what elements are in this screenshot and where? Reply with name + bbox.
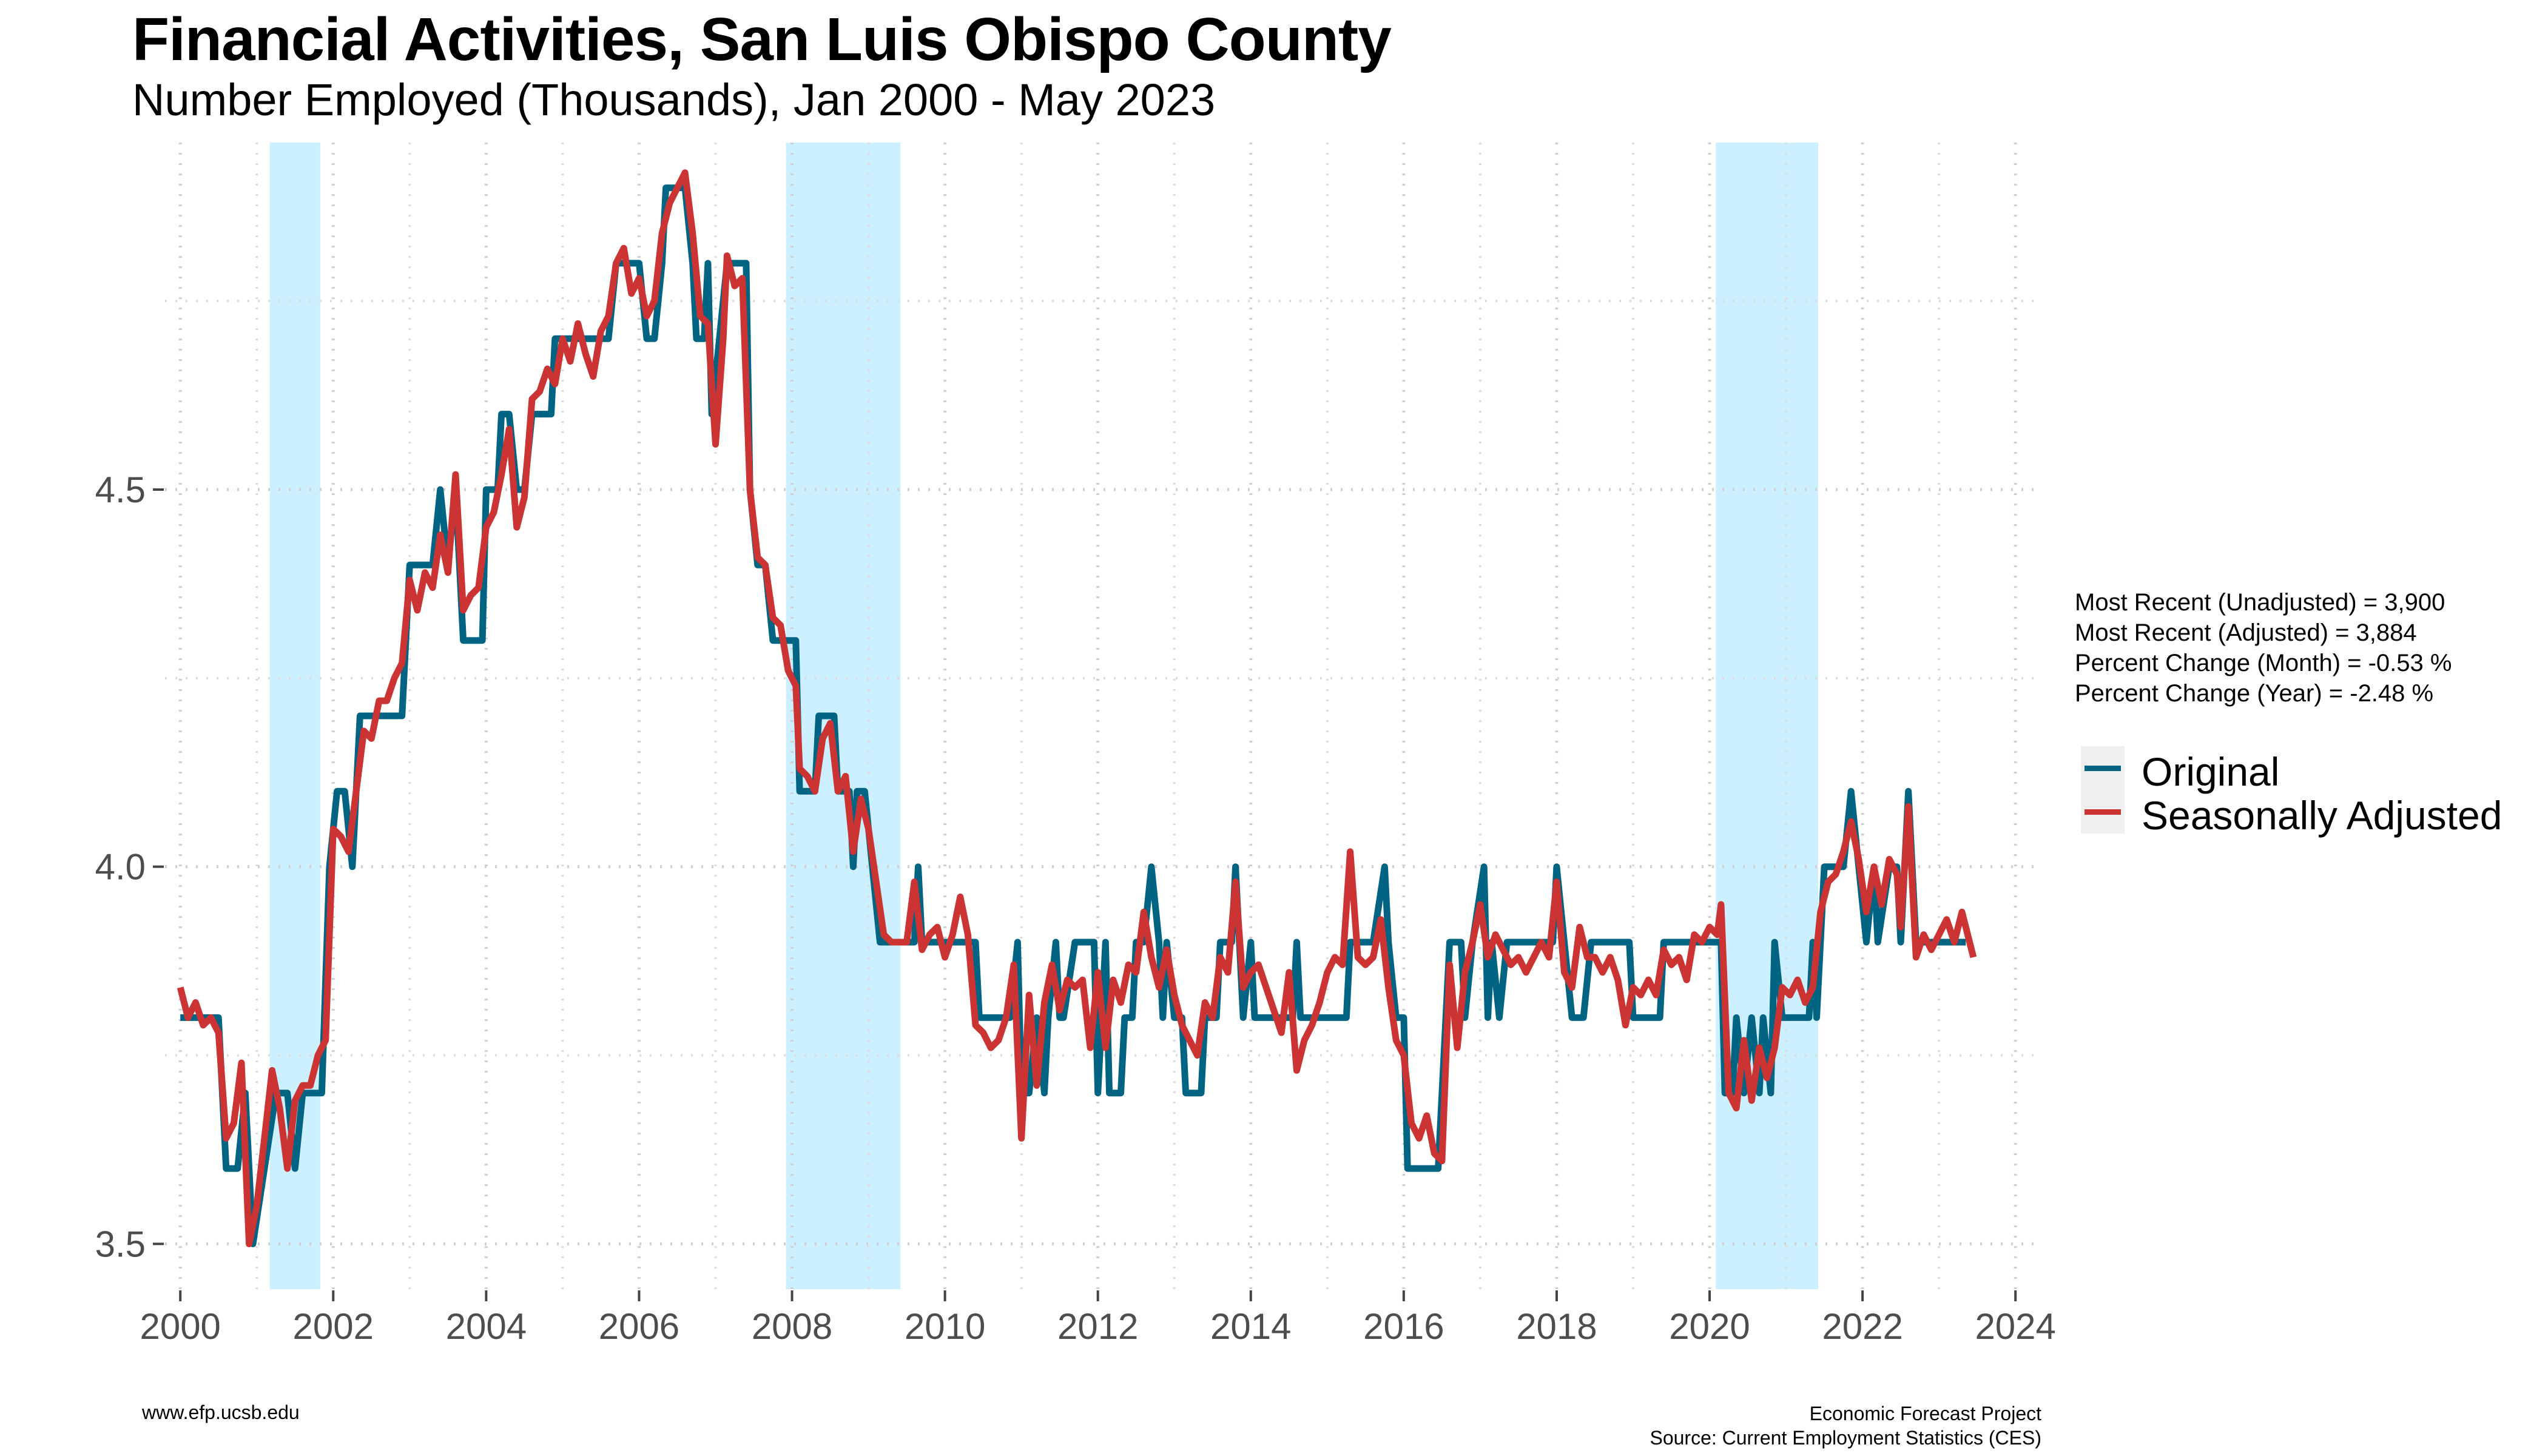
recession-band-2 xyxy=(786,143,901,1289)
x-tick-label: 2008 xyxy=(752,1306,832,1347)
footer-source-line: Source: Current Employment Statistics (C… xyxy=(1650,1427,2041,1449)
x-tick-label: 2022 xyxy=(1822,1306,1903,1347)
series-lines xyxy=(177,169,1977,1247)
y-tick-label: 4.0 xyxy=(95,847,146,888)
y-tick-label: 4.5 xyxy=(95,470,146,510)
x-tick-label: 2004 xyxy=(446,1306,527,1347)
stat-most-recent-unadjusted: Most Recent (Unadjusted) = 3,900 xyxy=(2075,589,2445,616)
stat-percent-change-month: Percent Change (Month) = -0.53 % xyxy=(2075,650,2452,676)
x-tick-label: 2010 xyxy=(905,1306,985,1347)
x-tick-label: 2024 xyxy=(1975,1306,2055,1347)
summary-stats: Most Recent (Unadjusted) = 3,900 Most Re… xyxy=(2075,587,2452,709)
stat-most-recent-adjusted: Most Recent (Adjusted) = 3,884 xyxy=(2075,619,2417,646)
legend-label-original: Original xyxy=(2142,749,2280,794)
x-tick-label: 2014 xyxy=(1210,1306,1291,1347)
x-tick-label: 2018 xyxy=(1516,1306,1597,1347)
series-line-original xyxy=(180,184,1966,1247)
x-tick-label: 2006 xyxy=(599,1306,679,1347)
legend-label-seasonally-adjusted: Seasonally Adjusted xyxy=(2142,793,2502,838)
footer-source: Economic Forecast Project Source: Curren… xyxy=(1650,1401,2041,1450)
x-tick-label: 2012 xyxy=(1057,1306,1138,1347)
stat-percent-change-year: Percent Change (Year) = -2.48 % xyxy=(2075,680,2434,707)
chart-title: Financial Activities, San Luis Obispo Co… xyxy=(132,5,1392,73)
recession-shading xyxy=(269,143,1819,1289)
x-tick-label: 2020 xyxy=(1669,1306,1750,1347)
series-line-seasonally-adjusted xyxy=(177,169,1977,1247)
recession-band-3 xyxy=(1716,143,1819,1289)
x-tick-label: 2002 xyxy=(293,1306,374,1347)
chart-subtitle: Number Employed (Thousands), Jan 2000 - … xyxy=(132,75,1216,125)
footer-website: www.efp.ucsb.edu xyxy=(142,1401,300,1423)
legend-key-seasonally-adjusted xyxy=(2081,790,2125,834)
y-tick-label: 3.5 xyxy=(95,1224,146,1264)
footer-project: Economic Forecast Project xyxy=(1809,1403,2041,1424)
axes: 2000 2002 2004 2006 2008 2010 2012 2014 2016 2018… xyxy=(95,470,2056,1347)
legend-key-original xyxy=(2081,746,2125,790)
x-tick-label: 2000 xyxy=(140,1306,220,1347)
x-tick-label: 2016 xyxy=(1363,1306,1444,1347)
